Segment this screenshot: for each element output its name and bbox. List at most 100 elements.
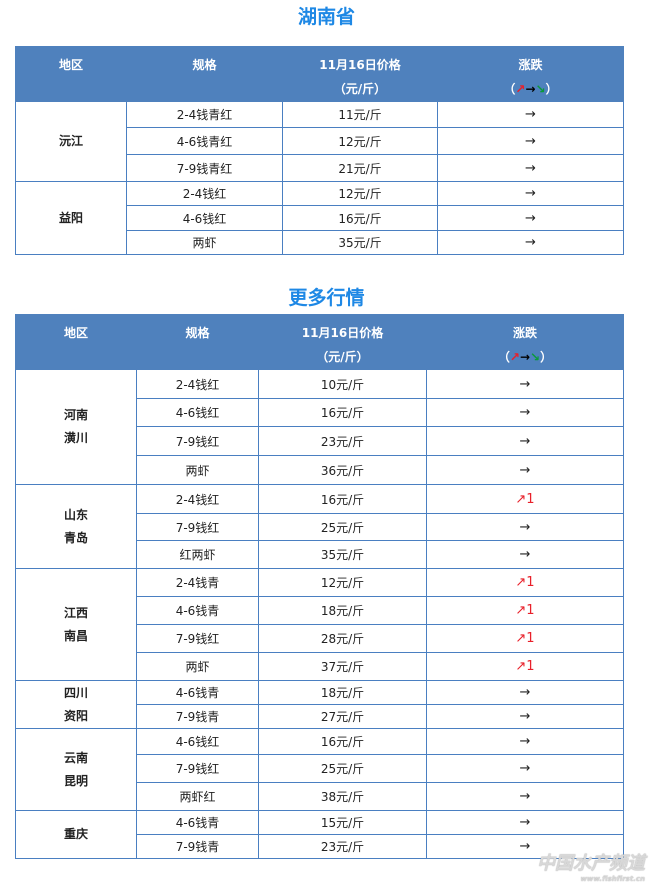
price-table: 地区 规格 11月16日价格 （元/斤） 涨跌 （↗→↘） 沅江 2-4钱青红 11元/斤 → 4-… <box>15 46 624 255</box>
legend-down-icon: ↘ <box>530 350 541 364</box>
legend-open: （ <box>497 350 510 364</box>
header-trend: 涨跌 （↗→↘） <box>426 314 624 370</box>
trend-legend: （↗→↘） <box>427 345 623 369</box>
region-name: 云南 <box>63 750 88 765</box>
region-name: 山东 <box>63 507 88 522</box>
spec-cell: 4-6钱红 <box>136 398 259 427</box>
trend-cell: ↗1 <box>426 484 624 514</box>
price-cell: 36元/斤 <box>258 455 427 485</box>
price-cell: 16元/斤 <box>282 205 438 231</box>
header-price-unit: （元/斤） <box>316 350 369 364</box>
trend-cell: → <box>437 127 624 155</box>
spec-cell: 两虾红 <box>136 782 259 811</box>
price-cell: 35元/斤 <box>258 540 427 569</box>
table-row: 7-9钱青 23元/斤 → <box>16 834 624 859</box>
section-title: 湖南省 <box>297 6 355 28</box>
table-row: 7-9钱红 25元/斤 → <box>16 754 624 783</box>
region-name: 昆明 <box>63 773 88 788</box>
price-cell: 16元/斤 <box>258 484 427 514</box>
trend-cell: → <box>426 426 624 456</box>
legend-down-icon: ↘ <box>535 82 546 96</box>
header-trend-label: 涨跌 <box>512 326 537 340</box>
price-table: 地区 规格 11月16日价格 （元/斤） 涨跌 （↗→↘） 河南 潢川 2-4钱红 10元/斤 → 4… <box>15 314 624 859</box>
header-spec: 规格 <box>136 314 259 370</box>
price-cell: 38元/斤 <box>258 782 427 811</box>
price-cell: 16元/斤 <box>258 728 427 755</box>
region-name: 南昌 <box>63 628 88 643</box>
spec-cell: 4-6钱青 <box>136 680 259 705</box>
spec-cell: 7-9钱青 <box>136 834 259 859</box>
price-cell: 25元/斤 <box>258 513 427 541</box>
table-row: 两虾 37元/斤 ↗1 <box>16 652 624 681</box>
trend-cell: → <box>437 230 624 255</box>
price-cell: 12元/斤 <box>282 127 438 155</box>
trend-cell: → <box>426 754 624 783</box>
header-trend-label: 涨跌 <box>518 58 543 72</box>
spec-cell: 4-6钱青红 <box>126 127 283 155</box>
price-cell: 12元/斤 <box>258 568 427 597</box>
trend-cell: → <box>426 704 624 729</box>
price-cell: 16元/斤 <box>258 398 427 427</box>
price-cell: 28元/斤 <box>258 624 427 653</box>
region-name: 潢川 <box>63 431 88 445</box>
spec-cell: 4-6钱青 <box>136 810 259 835</box>
header-spec: 规格 <box>126 46 283 102</box>
price-cell: 27元/斤 <box>258 704 427 729</box>
header-price-unit: （元/斤） <box>333 82 387 96</box>
spec-cell: 7-9钱青红 <box>126 154 283 182</box>
table-row: 4-6钱红 16元/斤 → <box>16 205 624 231</box>
region-cell: 沅江 <box>15 101 127 182</box>
table-row: 两虾 36元/斤 → <box>16 455 624 485</box>
trend-cell: → <box>426 834 624 859</box>
table-row: 红两虾 35元/斤 → <box>16 540 624 569</box>
price-cell: 10元/斤 <box>258 369 427 399</box>
price-cell: 18元/斤 <box>258 680 427 705</box>
spec-cell: 7-9钱青 <box>136 704 259 729</box>
trend-cell: → <box>426 540 624 569</box>
trend-legend: （↗→↘） <box>438 77 623 101</box>
region-name: 青岛 <box>63 530 88 545</box>
legend-flat-icon: → <box>519 350 531 364</box>
price-cell: 21元/斤 <box>282 154 438 182</box>
spec-cell: 2-4钱红 <box>126 181 283 206</box>
price-cell: 23元/斤 <box>258 834 427 859</box>
legend-flat-icon: → <box>525 82 536 96</box>
trend-cell: ↗1 <box>426 596 624 625</box>
table-row: 云南 昆明 4-6钱红 16元/斤 → <box>15 728 624 811</box>
price-cell: 12元/斤 <box>282 181 438 206</box>
header-row: 地区 规格 11月16日价格 （元/斤） 涨跌 （↗→↘） <box>15 46 624 102</box>
trend-cell: ↗1 <box>426 624 624 653</box>
header-trend: 涨跌 （↗→↘） <box>437 46 624 102</box>
trend-cell: → <box>437 101 624 128</box>
spec-cell: 红两虾 <box>136 540 259 569</box>
table-row: 4-6钱青红 12元/斤 → <box>16 127 624 155</box>
trend-cell: → <box>426 810 624 835</box>
table-row: 两虾红 38元/斤 → <box>16 782 624 811</box>
price-cell: 35元/斤 <box>282 230 438 255</box>
header-region: 地区 <box>15 46 127 102</box>
spec-cell: 两虾 <box>136 652 259 681</box>
table-row: 两虾 35元/斤 → <box>16 230 624 255</box>
section-title: 更多行情 <box>288 287 365 309</box>
region-name: 重庆 <box>63 827 88 841</box>
spec-cell: 4-6钱青 <box>136 596 259 625</box>
watermark-logo: 中国水产频道 www.fishfirst.cn <box>537 853 645 883</box>
spec-cell: 2-4钱青 <box>136 568 259 597</box>
header-price-date: 11月16日价格 <box>301 326 384 340</box>
spec-cell: 两虾 <box>126 230 283 255</box>
legend-open: （ <box>503 82 516 96</box>
region-name: 益阳 <box>58 210 83 225</box>
table-row: 四川 资阳 4-6钱青 18元/斤 → <box>15 680 624 729</box>
table-row: 7-9钱红 23元/斤 → <box>16 426 624 456</box>
region-name: 资阳 <box>63 708 88 723</box>
legend-up-icon: ↗ <box>509 350 520 364</box>
spec-cell: 7-9钱红 <box>136 754 259 783</box>
table-row: 山东 青岛 2-4钱红 16元/斤 ↗1 <box>15 484 624 569</box>
price-cell: 23元/斤 <box>258 426 427 456</box>
region-cell: 河南 潢川 <box>15 369 137 485</box>
trend-cell: → <box>426 513 624 541</box>
header-price-date: 11月16日价格 <box>319 58 401 72</box>
price-cell: 15元/斤 <box>258 810 427 835</box>
legend-up-icon: ↗ <box>515 82 526 96</box>
header-price: 11月16日价格 （元/斤） <box>282 46 438 102</box>
